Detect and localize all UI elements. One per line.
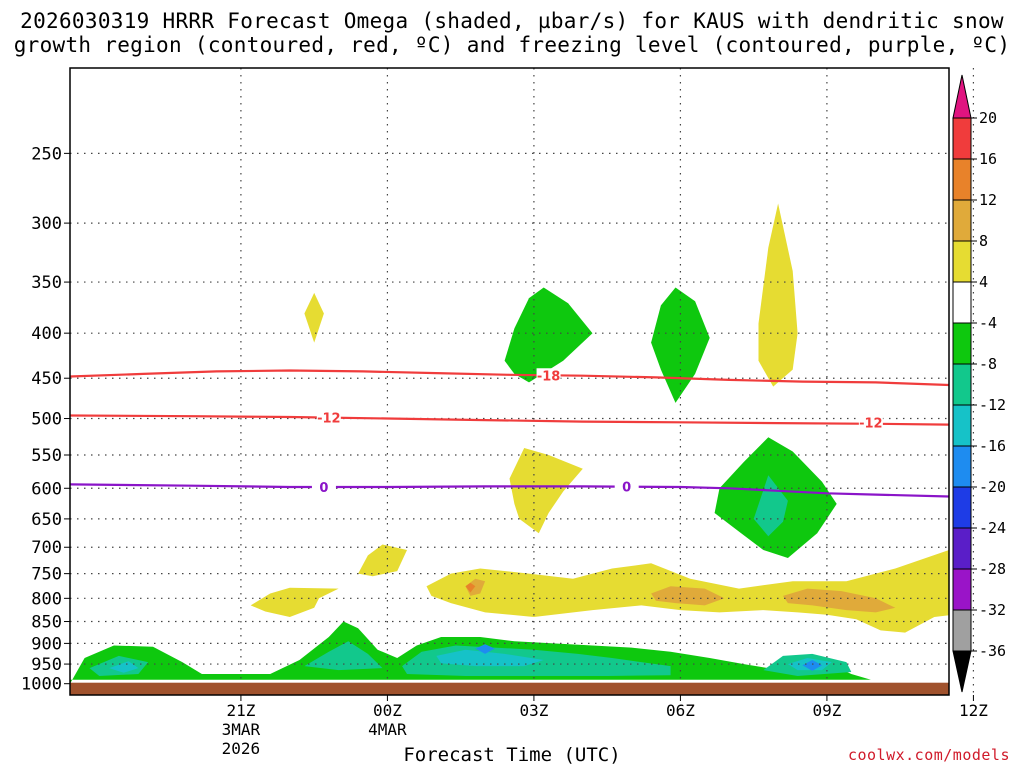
colorbar-label-1: 16 <box>979 150 997 168</box>
contour-label-extra-bg-1 <box>858 415 883 430</box>
y-tick-label-650: 650 <box>31 510 62 530</box>
y-tick-label-350: 350 <box>31 273 62 293</box>
colorbar-bin-6 <box>952 363 972 406</box>
y-tick-label-850: 850 <box>31 613 62 633</box>
colorbar-bin-7 <box>952 404 972 447</box>
omega-region-19 <box>509 448 583 534</box>
x-tick-label-09Z: 09Z <box>812 701 841 720</box>
colorbar-bin-2 <box>952 199 972 242</box>
credit-link[interactable]: coolwx.com/models <box>847 746 1010 764</box>
y-tick-label-950: 950 <box>31 655 62 675</box>
y-tick-label-750: 750 <box>31 565 62 585</box>
y-tick-label-400: 400 <box>31 324 62 344</box>
contour-label-bg-1 <box>316 410 341 425</box>
colorbar-label-12: -32 <box>979 601 1006 619</box>
y-tick-label-1000: 1000 <box>21 675 62 695</box>
colorbar-label-11: -28 <box>979 560 1006 578</box>
omega-region-5 <box>109 661 139 673</box>
colorbar-label-6: -8 <box>979 355 997 373</box>
colorbar-bin-1 <box>952 158 972 201</box>
x-tick-label-06Z: 06Z <box>666 701 695 720</box>
y-tick-label-900: 900 <box>31 634 62 654</box>
x-tick-date-00Z: 4MAR <box>368 720 407 739</box>
y-tick-label-600: 600 <box>31 479 62 499</box>
omega-region-30 <box>465 582 476 593</box>
contour-label-0: -18 <box>537 369 561 384</box>
x-axis-title: Forecast Time (UTC) <box>403 744 621 766</box>
plot-frame <box>69 67 950 696</box>
x-tick-label-03Z: 03Z <box>519 701 548 720</box>
x-tick-date-21Z: 3MAR <box>222 720 261 739</box>
chart-title-line-2: growth region (contoured, red, ºC) and f… <box>13 33 1011 57</box>
colorbar-label-0: 20 <box>979 109 997 127</box>
chart-title-line-1: 2026030319 HRRR Forecast Omega (shaded, … <box>20 9 1004 33</box>
y-tick-label-250: 250 <box>31 144 62 164</box>
contour-label-bg-0 <box>536 368 561 383</box>
colorbar-label-3: 8 <box>979 232 988 250</box>
colorbar-label-9: -20 <box>979 478 1006 496</box>
omega-region-26 <box>651 586 725 606</box>
colorbar-label-5: -4 <box>979 314 997 332</box>
colorbar-top-arrow <box>952 74 972 119</box>
contour-0 <box>70 369 949 387</box>
colorbar-bin-8 <box>952 445 972 488</box>
colorbar-bin-10 <box>952 527 972 570</box>
colorbar-label-10: -24 <box>979 519 1006 537</box>
colorbar-bin-4 <box>952 281 972 324</box>
colorbar-bin-11 <box>952 568 972 611</box>
colorbar-bin-3 <box>952 240 972 283</box>
omega-region-18 <box>758 203 798 387</box>
x-tick-year-21Z: 2026 <box>222 739 261 758</box>
y-tick-label-450: 450 <box>31 369 62 389</box>
colorbar-label-8: -16 <box>979 437 1006 455</box>
omega-region-14 <box>651 287 710 403</box>
y-tick-label-800: 800 <box>31 589 62 609</box>
contour-label-1: -12 <box>317 412 341 427</box>
omega-region-21 <box>358 544 407 577</box>
colorbar-bin-9 <box>952 486 972 529</box>
contour-label-extra-0: 0 <box>622 480 631 495</box>
contour-label-extra-bg-0 <box>614 479 639 494</box>
y-tick-label-700: 700 <box>31 538 62 558</box>
x-tick-label-12Z: 12Z <box>959 701 988 720</box>
omega-region-27 <box>783 588 896 613</box>
colorbar-bin-5 <box>952 322 972 365</box>
colorbar-bottom-arrow <box>952 650 972 693</box>
y-tick-label-550: 550 <box>31 446 62 466</box>
x-tick-label-21Z: 21Z <box>226 701 255 720</box>
omega-shaded-regions <box>70 203 949 684</box>
omega-region-22 <box>250 587 339 617</box>
y-axis: 2503003504004505005506006507007508008509… <box>21 144 70 695</box>
ground-layer <box>70 682 949 695</box>
colorbar-bin-0 <box>952 117 972 160</box>
colorbar-label-13: -36 <box>979 642 1006 660</box>
contour-label-bg-2 <box>311 479 336 494</box>
omega-region-8 <box>475 644 495 654</box>
y-tick-label-500: 500 <box>31 410 62 430</box>
omega-region-13 <box>504 287 593 383</box>
omega-region-6 <box>436 649 544 667</box>
isotherm-contours: -18 -12 0 0 -12 <box>70 368 949 498</box>
omega-region-2 <box>304 641 383 671</box>
contour-label-2: 0 <box>319 481 328 496</box>
contour-label-extra-1: -12 <box>859 416 883 431</box>
colorbar-label-2: 12 <box>979 191 997 209</box>
colorbar-label-4: 4 <box>979 273 988 291</box>
x-tick-label-00Z: 00Z <box>373 701 402 720</box>
y-tick-label-300: 300 <box>31 214 62 234</box>
omega-region-9 <box>802 660 822 671</box>
colorbar-bin-12 <box>952 609 972 652</box>
colorbar-label-7: -12 <box>979 396 1006 414</box>
contour-1 <box>70 414 949 426</box>
colorbar: 20 16 12 8 4 -4 -8 -12 -16 -20 -24 -28 -32 -36 <box>952 74 1006 693</box>
omega-region-17 <box>304 292 324 343</box>
